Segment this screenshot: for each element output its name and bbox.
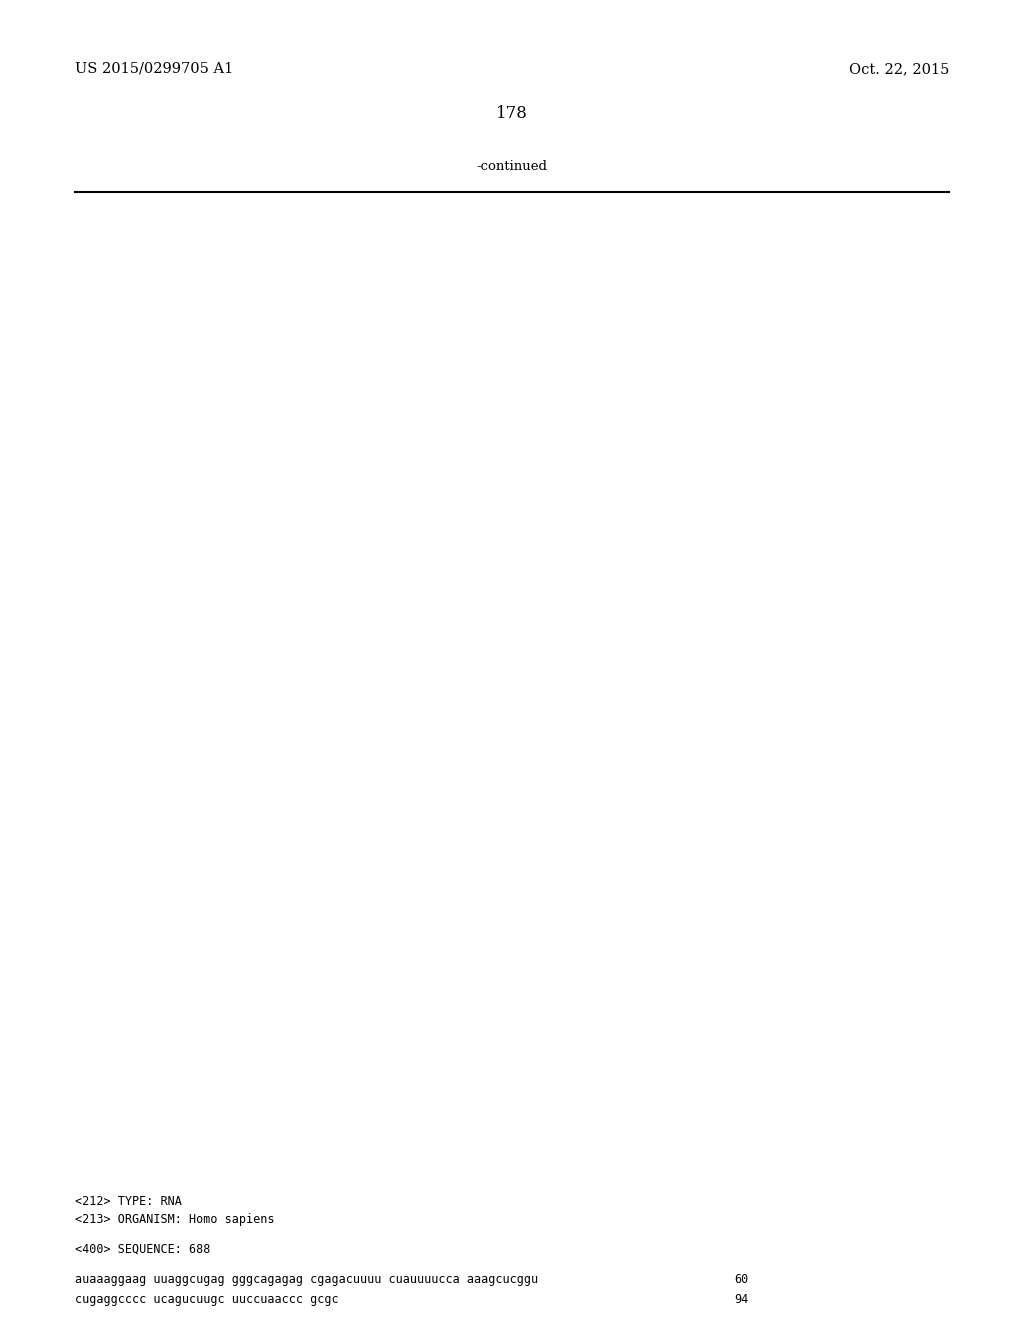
- Text: 178: 178: [496, 106, 528, 121]
- Text: <213> ORGANISM: Homo sapiens: <213> ORGANISM: Homo sapiens: [75, 1213, 274, 1226]
- Text: <400> SEQUENCE: 688: <400> SEQUENCE: 688: [75, 1243, 210, 1257]
- Text: cugaggcccc ucagucuugc uuccuaaccc gcgc: cugaggcccc ucagucuugc uuccuaaccc gcgc: [75, 1294, 339, 1305]
- Text: auaaaggaag uuaggcugag gggcagagag cgagacuuuu cuauuuucca aaagcucggu: auaaaggaag uuaggcugag gggcagagag cgagacu…: [75, 1272, 539, 1286]
- Text: 60: 60: [734, 1272, 749, 1286]
- Text: 94: 94: [734, 1294, 749, 1305]
- Text: Oct. 22, 2015: Oct. 22, 2015: [849, 62, 949, 77]
- Text: US 2015/0299705 A1: US 2015/0299705 A1: [75, 62, 233, 77]
- Text: -continued: -continued: [476, 160, 548, 173]
- Text: <212> TYPE: RNA: <212> TYPE: RNA: [75, 1195, 182, 1208]
